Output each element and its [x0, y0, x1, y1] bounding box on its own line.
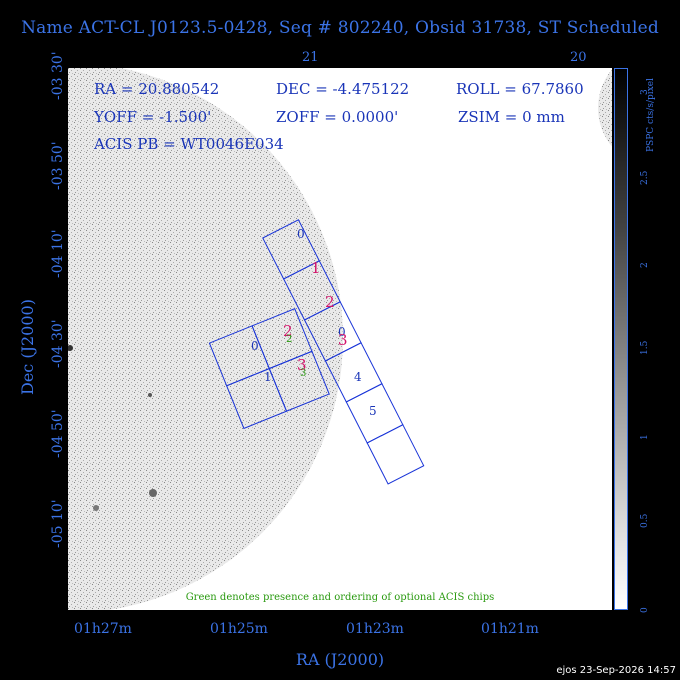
- optional-chip-2: 2: [286, 334, 292, 345]
- colorbar-tick: 3: [640, 89, 650, 95]
- colorbar-tick: 1.5: [640, 340, 650, 355]
- timestamp: ejos 23-Sep-2026 14:57: [556, 665, 676, 676]
- dec-tick: -03 30': [50, 51, 66, 100]
- colorbar-tick: 1: [640, 434, 650, 440]
- ra-tick: 01h21m: [481, 621, 539, 637]
- ra-tick: 01h27m: [74, 621, 132, 637]
- top-tick-20: 20: [570, 50, 587, 65]
- source-dot: [148, 393, 152, 397]
- dec-tick: -04 10': [50, 229, 66, 278]
- chip-label-i2: 2: [283, 322, 293, 340]
- top-tick-21: 21: [302, 50, 319, 65]
- roll-readout: ROLL = 67.7860: [456, 80, 584, 98]
- page-title: Name ACT-CL J0123.5-0428, Seq # 802240, …: [21, 18, 659, 38]
- optional-chip-3: 3: [300, 368, 306, 379]
- chip-label-i3: 3: [297, 356, 307, 374]
- optional-chips-note: Green denotes presence and ordering of o…: [185, 592, 495, 603]
- ra-tick: 01h25m: [210, 621, 268, 637]
- sky-image-plot: 0 1 2 3 2 3 0 1 2 0 3 4 5 RA = 20.880542…: [68, 68, 612, 610]
- ra-tick: 01h23m: [346, 621, 404, 637]
- corner-coverage: [598, 69, 612, 147]
- acis-pb-readout: ACIS PB = WT0046E034: [94, 135, 284, 153]
- chip-label-i1: 1: [264, 370, 272, 384]
- colorbar-tick: 2: [640, 262, 650, 268]
- source-dot: [149, 489, 157, 497]
- chip-label-s0: 0: [297, 227, 305, 241]
- colorbar-tick: 2.5: [640, 170, 650, 185]
- x-axis-label: RA (J2000): [295, 650, 385, 669]
- chip-label-s2: 2: [325, 293, 335, 311]
- ra-readout: RA = 20.880542: [94, 80, 220, 98]
- chip-label-s5: 5: [369, 404, 377, 418]
- source-dot: [68, 345, 73, 351]
- dec-tick: -04 50': [50, 409, 66, 458]
- chip-label-s4: 4: [354, 370, 362, 384]
- colorbar: [614, 68, 628, 610]
- dec-tick: -05 10': [50, 499, 66, 548]
- sky-image-svg: 0 1 2 3 2 3 0 1 2 0 3 4 5: [68, 68, 612, 610]
- zoff-readout: ZOFF = 0.0000': [276, 108, 399, 126]
- y-axis-label: Dec (J2000): [18, 299, 37, 395]
- chip-label-s3-blue: 0: [338, 325, 346, 339]
- yoff-readout: YOFF = -1.500': [94, 108, 212, 126]
- colorbar-tick: 0: [640, 607, 650, 613]
- acis-s-array: [262, 219, 425, 485]
- survey-coverage-disc: [68, 68, 343, 610]
- zsim-readout: ZSIM = 0 mm: [458, 108, 565, 126]
- dec-tick: -04 30': [50, 319, 66, 368]
- chip-label-s3: 3: [338, 331, 348, 349]
- dec-tick: -03 50': [50, 141, 66, 190]
- chip-label-i0: 0: [251, 339, 259, 353]
- source-dot: [93, 505, 99, 511]
- acis-i-array: [208, 308, 330, 430]
- colorbar-tick: 0.5: [640, 513, 650, 528]
- dec-readout: DEC = -4.475122: [276, 80, 410, 98]
- chip-label-s1: 1: [311, 259, 321, 277]
